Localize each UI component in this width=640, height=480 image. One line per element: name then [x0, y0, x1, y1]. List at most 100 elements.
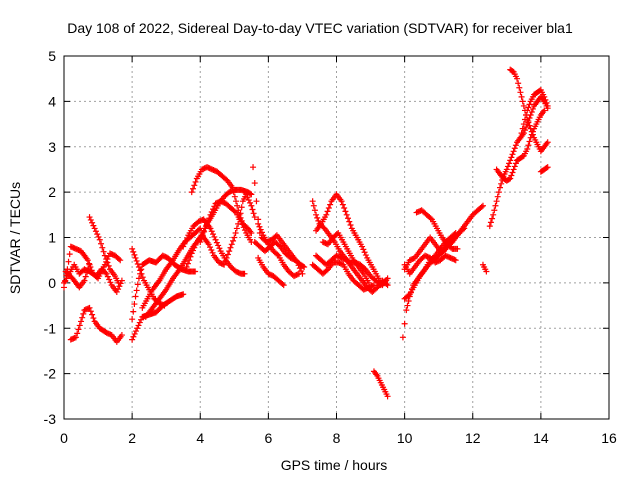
data-point	[511, 145, 518, 152]
data-point	[479, 202, 486, 209]
data-point	[526, 122, 533, 129]
data-point	[478, 203, 485, 210]
data-point	[527, 125, 534, 132]
data-point	[137, 267, 144, 274]
data-point	[207, 225, 214, 232]
data-point	[528, 128, 535, 135]
data-point	[524, 146, 531, 153]
data-point	[116, 283, 123, 290]
data-point	[239, 221, 246, 228]
data-point	[222, 258, 229, 265]
data-point	[105, 262, 112, 269]
data-point	[117, 257, 124, 264]
chart-title: Day 108 of 2022, Sidereal Day-to-day VTE…	[67, 20, 573, 36]
data-point	[452, 257, 459, 264]
data-point	[209, 249, 216, 256]
data-point	[520, 102, 527, 109]
data-point	[133, 257, 140, 264]
data-point	[104, 273, 111, 280]
data-point	[487, 219, 494, 226]
data-point	[224, 251, 231, 258]
data-point	[384, 282, 391, 289]
x-tick-labels: 0 2 4 6 8 10 12 14 16	[60, 430, 617, 446]
data-point	[544, 102, 551, 109]
data-point	[115, 256, 122, 263]
data-point	[491, 207, 498, 214]
data-point	[384, 393, 391, 400]
data-point	[509, 169, 516, 176]
data-point	[231, 193, 238, 200]
data-point	[343, 211, 350, 218]
x-tick-label: 8	[333, 430, 341, 446]
data-point	[182, 237, 189, 244]
data-point	[523, 124, 530, 131]
data-point	[339, 201, 346, 208]
data-point	[223, 254, 230, 261]
data-point	[311, 207, 318, 214]
data-point	[229, 184, 236, 191]
x-tick-label: 2	[128, 430, 136, 446]
data-point	[253, 198, 260, 205]
data-point	[75, 326, 82, 333]
data-point	[483, 268, 490, 275]
data-point	[208, 208, 215, 215]
data-point	[497, 184, 503, 191]
data-point	[313, 211, 320, 218]
plot-border	[63, 55, 610, 420]
data-point	[518, 93, 525, 100]
data-point	[451, 231, 458, 238]
data-point	[544, 139, 551, 146]
data-point	[197, 239, 204, 246]
data-point	[134, 260, 141, 267]
data-point	[226, 248, 233, 255]
data-point	[131, 301, 138, 308]
data-point	[274, 251, 281, 258]
data-point	[296, 265, 303, 272]
data-point	[181, 240, 188, 247]
data-point	[256, 223, 263, 230]
data-point	[115, 286, 122, 293]
data-point	[79, 314, 86, 321]
data-point	[85, 265, 92, 272]
data-point	[454, 245, 461, 252]
data-point	[76, 322, 83, 329]
data-point	[213, 239, 220, 246]
data-point	[230, 237, 237, 244]
data-point	[506, 160, 513, 167]
data-point	[199, 232, 206, 239]
data-point	[161, 302, 168, 309]
data-point	[129, 336, 136, 343]
data-point	[130, 333, 137, 340]
data-point	[84, 257, 91, 264]
data-point	[90, 222, 97, 229]
data-point	[118, 332, 125, 339]
data-point	[234, 202, 241, 209]
data-point	[489, 215, 496, 222]
data-point	[247, 199, 254, 206]
data-point	[309, 198, 316, 205]
data-point	[208, 228, 215, 235]
data-point	[257, 226, 264, 233]
data-point	[486, 223, 493, 230]
data-point	[215, 242, 222, 249]
data-point	[211, 203, 218, 210]
data-point	[405, 298, 412, 305]
data-point	[516, 84, 523, 91]
data-point	[231, 208, 238, 215]
data-point	[301, 263, 308, 270]
data-point	[104, 259, 111, 266]
data-point	[188, 189, 195, 196]
data-point	[294, 259, 301, 266]
data-point	[86, 261, 93, 268]
data-point	[517, 134, 524, 141]
data-point	[251, 180, 258, 187]
data-point	[241, 227, 248, 234]
x-tick-label: 16	[601, 430, 617, 446]
data-point	[100, 248, 107, 255]
data-point	[512, 142, 519, 149]
data-point	[521, 116, 528, 123]
data-point	[103, 256, 110, 263]
data-point	[365, 279, 372, 286]
x-tick-label: 4	[196, 430, 204, 446]
data-point	[98, 240, 105, 247]
